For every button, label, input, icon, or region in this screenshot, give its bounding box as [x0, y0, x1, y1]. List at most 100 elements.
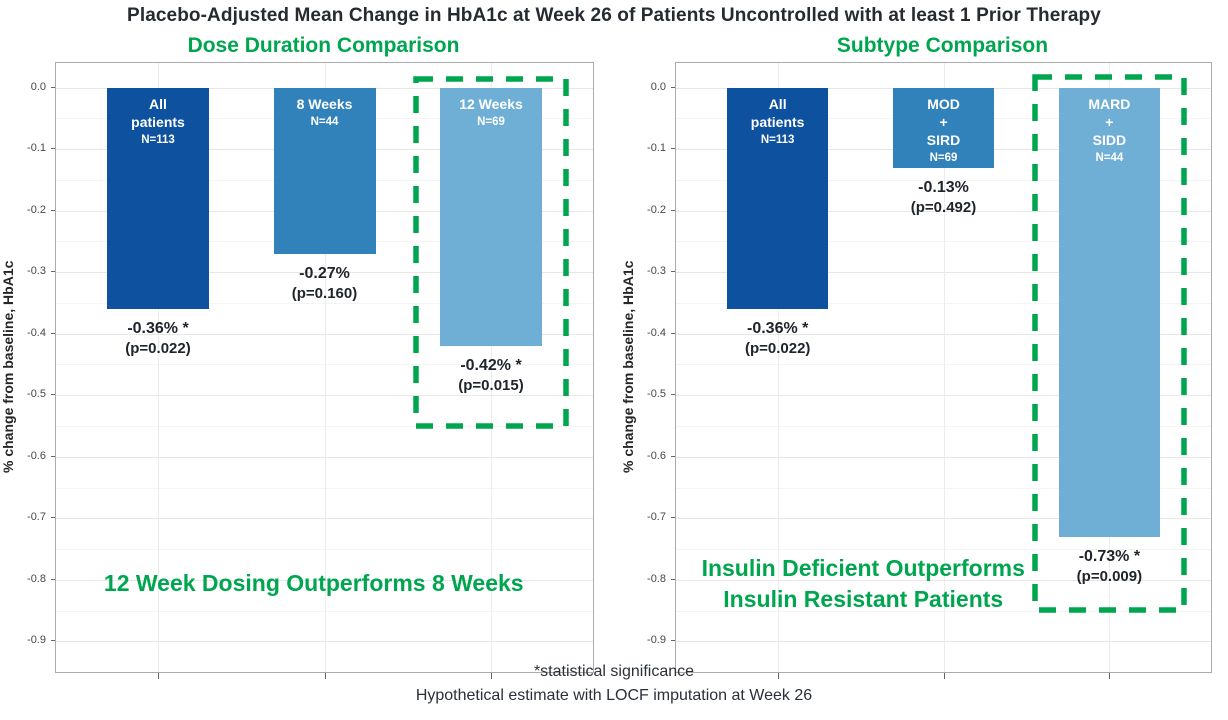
gridline: [777, 63, 779, 672]
annotation-line: 12 Week Dosing Outperforms 8 Weeks: [103, 570, 524, 596]
y-tick-label: -0.7: [647, 511, 666, 524]
bar-label: 8 Weeks N=44: [274, 88, 376, 130]
y-tick-mark: [671, 332, 675, 334]
bar-pvalue-text: (p=0.160): [291, 284, 358, 302]
gridline: [324, 63, 326, 672]
bar-value-label: -0.27% (p=0.160): [230, 263, 420, 304]
plot-area-subtype: Insulin Deficient Outperforms Insulin Re…: [675, 62, 1212, 679]
panel-dose-duration: Dose Duration Comparison % change from b…: [0, 34, 594, 694]
y-tick-label: -0.8: [647, 572, 666, 585]
y-tick-mark: [671, 86, 675, 88]
y-tick-label: -0.3: [647, 265, 666, 278]
bar-pvalue-text: (p=0.022): [125, 340, 191, 358]
bar-value-label: -0.42% * (p=0.015): [396, 355, 586, 396]
gridline: [943, 63, 945, 672]
panel-subtype: Subtype Comparison % change from baselin…: [620, 34, 1212, 694]
annotation-line: Insulin Resistant Patients: [723, 586, 1004, 612]
bar-all-patients: All patients N=113: [726, 87, 829, 310]
bar-value-label: -0.13% (p=0.492): [849, 177, 1039, 218]
bar-category-label: All: [768, 95, 787, 112]
bar-pvalue-text: (p=0.492): [910, 198, 977, 216]
bar-label: MOD + SIRD N=69: [893, 88, 995, 166]
bar-mard-sidd: MARD + SIDD N=44: [1058, 87, 1161, 537]
y-tick-mark: [51, 517, 55, 519]
y-tick-mark: [51, 86, 55, 88]
y-tick-mark: [671, 455, 675, 457]
footnote-imputation: Hypothetical estimate with LOCF imputati…: [415, 687, 813, 704]
panel-subtitle-dose-duration: Dose Duration Comparison: [187, 34, 460, 57]
y-tick-mark: [671, 209, 675, 211]
bar-label: MARD + SIDD N=44: [1059, 88, 1161, 166]
y-tick-mark: [51, 394, 55, 396]
y-tick-label: -0.2: [647, 203, 666, 216]
y-tick-mark: [671, 517, 675, 519]
y-tick-label: -0.1: [27, 142, 46, 155]
y-tick-mark: [671, 271, 675, 273]
y-tick-label: -0.9: [647, 634, 666, 647]
bar-category-label: All: [149, 95, 167, 112]
y-tick-label: -0.2: [27, 203, 46, 216]
bar-n-count: N=113: [141, 133, 175, 146]
bar-n-count: N=113: [760, 133, 795, 146]
x-tick-mark: [1109, 673, 1111, 679]
chart-title: Placebo-Adjusted Mean Change in HbA1c at…: [127, 5, 1101, 26]
bar-category-label: MARD: [1088, 95, 1131, 112]
bar-category-label: SIRD: [926, 131, 961, 148]
bar-12-weeks: 12 Weeks N=69: [440, 87, 542, 346]
y-tick-mark: [51, 271, 55, 273]
bar-all-patients: All patients N=113: [107, 87, 209, 310]
y-tick-label: -0.5: [647, 388, 666, 401]
bar-category-label: patients: [131, 113, 185, 130]
bar-n-count: N=69: [929, 151, 958, 164]
bar-value-label: -0.36% * (p=0.022): [683, 318, 873, 359]
y-tick-label: -0.6: [647, 449, 666, 462]
y-tick-mark: [671, 578, 675, 580]
bar-category-label: 8 Weeks: [296, 95, 353, 112]
bar-category-label: patients: [750, 113, 805, 130]
x-tick-mark: [943, 673, 945, 679]
y-tick-mark: [671, 148, 675, 150]
bar-n-count: N=44: [310, 115, 339, 128]
y-tick-label: -0.9: [27, 634, 46, 647]
y-tick-label: -0.1: [647, 142, 666, 155]
y-tick-mark: [51, 332, 55, 334]
bar-label: 12 Weeks N=69: [440, 88, 542, 130]
y-tick-mark: [51, 455, 55, 457]
bar-category-label: +: [939, 113, 948, 130]
bar-value-text: -0.42% *: [460, 357, 522, 374]
bar-label: All patients N=113: [107, 88, 209, 148]
bar-value-text: -0.36% *: [127, 320, 189, 338]
x-tick-mark: [777, 673, 779, 679]
annotation-dose-duration: 12 Week Dosing Outperforms 8 Weeks: [56, 571, 572, 596]
y-tick-mark: [51, 578, 55, 580]
bar-n-count: N=69: [477, 115, 505, 128]
bar-value-text: -0.27%: [299, 264, 350, 282]
bar-category-label: SIDD: [1092, 131, 1127, 148]
bar-value-label: -0.36% * (p=0.022): [63, 318, 253, 359]
bar-mod-sird: MOD + SIRD N=69: [892, 87, 995, 168]
y-tick-label: 0.0: [650, 80, 666, 93]
y-axis: 0.0 -0.1 -0.2 -0.3 -0.4 -0.5 -0.6 -0.7 -0.8 -0.9: [631, 62, 675, 671]
y-tick-label: -0.8: [27, 572, 46, 585]
bar-label: All patients N=113: [727, 88, 829, 148]
y-tick-mark: [671, 640, 675, 642]
bar-value-text: -0.36% *: [747, 320, 809, 338]
y-tick-label: -0.6: [27, 449, 46, 462]
bar-value-text: -0.13%: [918, 178, 969, 196]
y-tick-mark: [51, 209, 55, 211]
annotation-line: Insulin Deficient Outperforms: [701, 555, 1025, 581]
y-axis: 0.0 -0.1 -0.2 -0.3 -0.4 -0.5 -0.6 -0.7 -0.8 -0.9: [11, 62, 55, 671]
y-tick-label: -0.4: [647, 326, 666, 339]
bar-8-weeks: 8 Weeks N=44: [273, 87, 376, 254]
footnote-significance: *statistical significance: [533, 663, 695, 680]
y-tick-label: -0.5: [27, 388, 46, 401]
y-tick-mark: [671, 394, 675, 396]
y-tick-mark: [51, 640, 55, 642]
y-tick-label: -0.7: [27, 511, 46, 524]
y-tick-mark: [51, 148, 55, 150]
bar-n-count: N=44: [1095, 151, 1124, 164]
x-tick-mark: [491, 673, 492, 679]
panel-subtitle-subtype: Subtype Comparison: [836, 34, 1049, 57]
gridline: [158, 63, 159, 672]
